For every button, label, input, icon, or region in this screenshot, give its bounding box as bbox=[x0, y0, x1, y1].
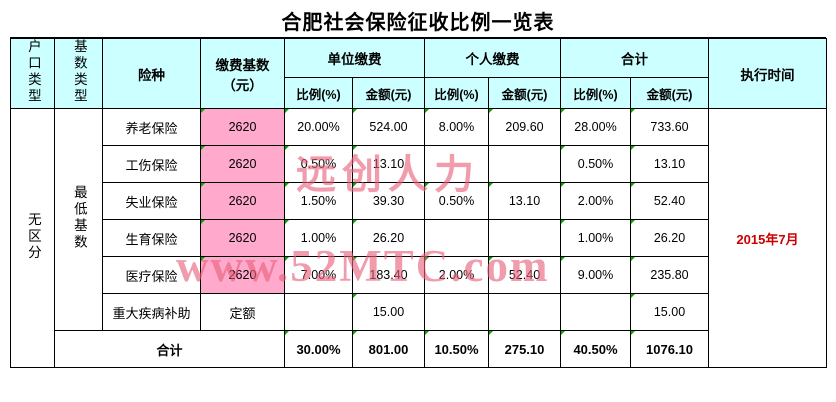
col-total: 合计 bbox=[560, 38, 709, 78]
cell-total-amount: 15.00 bbox=[630, 293, 709, 331]
cell-personal-amount bbox=[488, 145, 561, 183]
col-household-label: 户口类型 bbox=[25, 39, 41, 105]
table-row: 生育保险 2620 1.00% 26.20 1.00% 26.20 bbox=[11, 219, 827, 257]
cell-insurance-name: 重大疾病补助 bbox=[102, 293, 201, 331]
cell-base-amount: 2620 bbox=[200, 219, 285, 257]
cell-insurance-name: 工伤保险 bbox=[102, 145, 201, 183]
cell-total-amount: 52.40 bbox=[630, 182, 709, 220]
cell-effective-time: 2015年7月 bbox=[708, 108, 827, 368]
cell-insurance-name: 失业保险 bbox=[102, 182, 201, 220]
col-insurance-label: 险种 bbox=[138, 67, 165, 83]
page-title: 合肥社会保险征收比例一览表 bbox=[10, 3, 826, 39]
premium-rate-table: 户口类型 基数类型 险种 缴费基数 （元） 单位缴费 个人缴费 合计 执行时间 比… bbox=[10, 38, 827, 368]
summary-total-ratio: 40.50% bbox=[560, 330, 631, 368]
summary-label: 合计 bbox=[54, 330, 285, 368]
cell-employer-amount: 13.10 bbox=[352, 145, 425, 183]
col-personal: 个人缴费 bbox=[424, 38, 561, 78]
table-row: 重大疾病补助 定额 15.00 15.00 bbox=[11, 293, 827, 331]
cell-base-type-value: 最低基数 bbox=[54, 108, 103, 331]
cell-insurance-name: 医疗保险 bbox=[102, 256, 201, 294]
cell-base-amount: 定额 bbox=[200, 293, 285, 331]
cell-household-value: 无区分 bbox=[10, 108, 55, 368]
cell-employer-ratio: 0.50% bbox=[284, 145, 353, 183]
cell-insurance-name: 养老保险 bbox=[102, 108, 201, 146]
cell-employer-ratio: 1.50% bbox=[284, 182, 353, 220]
cell-personal-amount bbox=[488, 219, 561, 257]
cell-personal-amount: 52.40 bbox=[488, 256, 561, 294]
cell-base-amount: 2620 bbox=[200, 182, 285, 220]
cell-base-amount: 2620 bbox=[200, 145, 285, 183]
cell-employer-ratio bbox=[284, 293, 353, 331]
col-insurance: 险种 bbox=[102, 38, 201, 109]
summary-employer-ratio: 30.00% bbox=[284, 330, 353, 368]
col-personal-ratio: 比例(%) bbox=[424, 77, 489, 109]
cell-employer-amount: 183.40 bbox=[352, 256, 425, 294]
summary-personal-amount: 275.10 bbox=[488, 330, 561, 368]
cell-total-ratio: 1.00% bbox=[560, 219, 631, 257]
cell-personal-ratio bbox=[424, 145, 489, 183]
col-employer-amount: 金额(元) bbox=[352, 77, 425, 109]
table-row: 无区分 最低基数 养老保险 2620 20.00% 524.00 8.00% 2… bbox=[10, 108, 827, 368]
col-base-amount: 缴费基数 （元） bbox=[200, 38, 285, 109]
table-row: 失业保险 2620 1.50% 39.30 0.50% 13.10 2.00% … bbox=[11, 182, 827, 220]
table-summary-row: 合计 30.00% 801.00 10.50% 275.10 40.50% 10… bbox=[11, 330, 827, 368]
cell-total-ratio: 9.00% bbox=[560, 256, 631, 294]
summary-total-amount: 1076.10 bbox=[630, 330, 709, 368]
cell-personal-ratio bbox=[424, 293, 489, 331]
cell-employer-ratio: 20.00% bbox=[284, 108, 353, 146]
cell-employer-amount: 524.00 bbox=[352, 108, 425, 146]
cell-total-ratio: 28.00% bbox=[560, 108, 631, 146]
cell-total-amount: 26.20 bbox=[630, 219, 709, 257]
col-total-ratio: 比例(%) bbox=[560, 77, 631, 109]
cell-personal-ratio: 0.50% bbox=[424, 182, 489, 220]
cell-total-amount: 235.80 bbox=[630, 256, 709, 294]
effective-time-label: 2015年7月 bbox=[736, 231, 799, 247]
cell-total-amount: 13.10 bbox=[630, 145, 709, 183]
cell-total-ratio: 0.50% bbox=[560, 145, 631, 183]
cell-employer-amount: 39.30 bbox=[352, 182, 425, 220]
cell-personal-amount: 13.10 bbox=[488, 182, 561, 220]
col-base-type: 基数类型 bbox=[54, 38, 103, 109]
cell-total-amount: 733.60 bbox=[630, 108, 709, 146]
table-row: 医疗保险 2620 7.00% 183.40 2.00% 52.40 9.00%… bbox=[11, 256, 827, 294]
col-personal-amount: 金额(元) bbox=[488, 77, 561, 109]
col-household: 户口类型 bbox=[10, 38, 55, 109]
cell-total-ratio: 2.00% bbox=[560, 182, 631, 220]
household-value-label: 无区分 bbox=[25, 211, 41, 262]
cell-insurance-name: 生育保险 bbox=[102, 219, 201, 257]
base-type-value-label: 最低基数 bbox=[71, 185, 87, 251]
cell-employer-ratio: 1.00% bbox=[284, 219, 353, 257]
col-employer-ratio: 比例(%) bbox=[284, 77, 353, 109]
cell-total-ratio bbox=[560, 293, 631, 331]
col-effective-time: 执行时间 bbox=[708, 38, 827, 109]
col-base-type-label: 基数类型 bbox=[71, 39, 87, 105]
table-row: 工伤保险 2620 0.50% 13.10 0.50% 13.10 bbox=[11, 145, 827, 183]
cell-personal-ratio bbox=[424, 219, 489, 257]
cell-base-amount: 2620 bbox=[200, 108, 285, 146]
col-total-amount: 金额(元) bbox=[630, 77, 709, 109]
cell-personal-amount: 209.60 bbox=[488, 108, 561, 146]
cell-employer-amount: 15.00 bbox=[352, 293, 425, 331]
cell-employer-ratio: 7.00% bbox=[284, 256, 353, 294]
cell-personal-amount bbox=[488, 293, 561, 331]
cell-personal-ratio: 2.00% bbox=[424, 256, 489, 294]
cell-personal-ratio: 8.00% bbox=[424, 108, 489, 146]
col-employer: 单位缴费 bbox=[284, 38, 425, 78]
cell-employer-amount: 26.20 bbox=[352, 219, 425, 257]
cell-base-amount: 2620 bbox=[200, 256, 285, 294]
summary-personal-ratio: 10.50% bbox=[424, 330, 489, 368]
summary-employer-amount: 801.00 bbox=[352, 330, 425, 368]
col-base-amount-label: 缴费基数 （元） bbox=[215, 57, 270, 93]
